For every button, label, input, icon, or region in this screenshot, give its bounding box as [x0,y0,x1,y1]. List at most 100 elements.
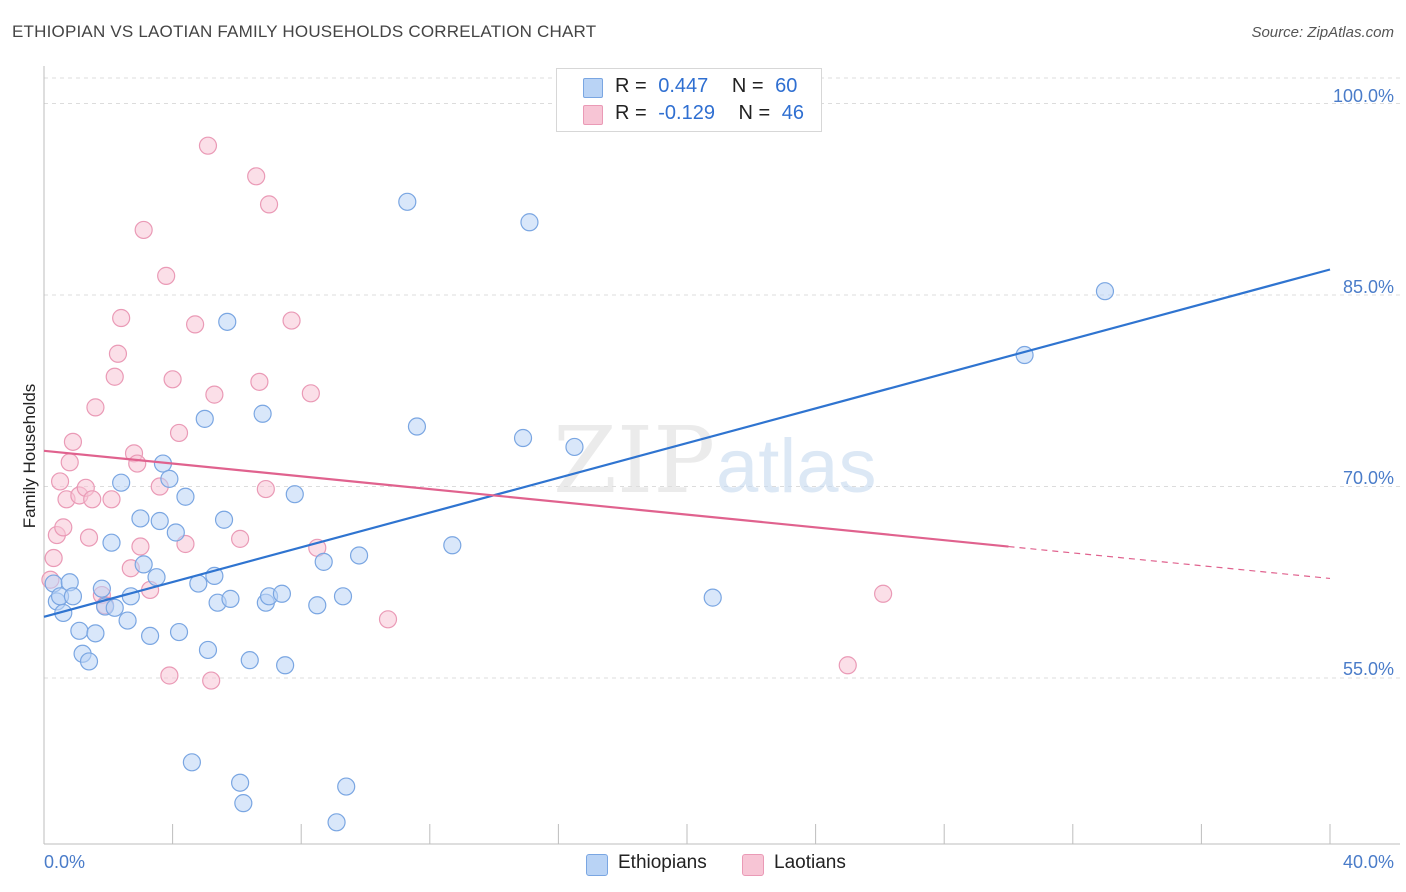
data-points [41,136,1115,832]
ethiopian-point [240,651,259,670]
source-note: Source: ZipAtlas.com [1251,24,1394,41]
ethiopian-point [231,773,250,792]
n-value: 60 [775,75,798,97]
laotian-point [250,372,269,391]
ethiopian-point [92,579,111,598]
ethiopian-point [134,555,153,574]
laotian-point [163,370,182,389]
laotian-point [259,195,279,214]
x-tick-label-min: 0.0% [44,852,86,872]
grid-lines [44,77,1400,679]
ethiopian-point [63,587,83,606]
laotian-point [378,610,398,629]
ethiopian-point [1015,345,1034,365]
ethiopian-point [513,428,533,448]
n-label: N = [738,102,771,124]
laotian-point [83,490,102,509]
x-tick-label-max: 40.0% [1342,852,1394,872]
trend-line-extension-laotians [1008,545,1331,580]
r-label: R = [615,75,647,97]
ethiopian-point [443,536,462,555]
laotian-point [202,671,221,690]
ethiopian-point [112,473,131,492]
n-value: 46 [781,102,805,124]
laotian-point [131,537,150,556]
stats-box: R = 0.447 N = 60 R = -0.129 N = 46 [556,68,822,132]
laotian-point [79,528,99,547]
ethiopian-point [272,584,292,603]
y-axis-label: Family Households [20,383,39,529]
ethiopian-point [314,552,333,571]
r-value: 0.447 [658,75,709,97]
r-value: -0.129 [658,102,715,124]
ethiopian-point [407,417,427,436]
legend-label: Laotians [774,852,846,873]
ethiopian-point [285,485,304,504]
laotian-point [63,432,83,451]
ethiopian-point [195,409,214,428]
laotian-point [301,384,320,403]
ethiopian-point [176,487,195,506]
y-tick-label: 100.0% [1332,86,1394,106]
ethiopian-point [105,598,124,617]
ethiopians-swatch [586,854,608,876]
laotian-point [134,220,153,240]
laotian-point [157,266,176,285]
laotian-point [186,315,205,334]
laotian-point [102,490,121,509]
axes [43,66,1400,845]
ethiopian-point [79,652,99,671]
ethiopian-point [166,523,185,542]
laotian-point [160,666,179,685]
laotian-point [169,423,189,443]
laotian-point [112,308,131,328]
laotian-point [108,344,128,363]
ethiopian-point [160,469,179,488]
ethiopian-point [214,510,234,529]
laotian-point [60,453,79,472]
ethiopian-point [118,611,137,630]
ethiopian-point [308,596,327,615]
watermark-zip: ZIP [553,407,715,514]
ethiopian-point [218,312,237,331]
ethiopian-point [169,622,189,642]
ethiopian-point [276,656,295,675]
ethiopian-point [349,546,369,565]
laotian-point [86,398,105,417]
laotian-point [874,584,893,603]
laotian-point [105,367,124,386]
ethiopians-swatch [583,78,603,98]
ethiopian-point [121,587,140,606]
ethiopian-point [131,509,150,528]
y-tick-label: 70.0% [1342,468,1394,488]
laotians-swatch [742,854,764,876]
ethiopian-point [703,588,722,607]
y-tick-label: 85.0% [1342,277,1394,297]
ethiopian-point [221,589,240,608]
ethiopian-point [333,587,353,606]
chart-title: ETHIOPIAN VS LAOTIAN FAMILY HOUSEHOLDS C… [12,22,597,41]
laotians-swatch [583,105,603,125]
watermark: ZIP atlas [553,407,877,514]
trend-line-ethiopians [43,268,1331,618]
ethiopian-point [70,621,89,640]
trend-lines [43,268,1331,618]
ethiopian-point [150,511,169,531]
ethiopian-point [327,813,346,832]
r-label: R = [615,102,647,124]
laotian-point [247,167,266,186]
ethiopian-point [520,213,539,232]
trend-line-laotians [43,449,1009,548]
laotian-point [205,385,224,404]
laotian-point [198,136,218,155]
legend-label: Ethiopians [618,852,707,873]
laotian-point [54,518,73,537]
watermark-atlas: atlas [716,424,877,509]
y-tick-label: 55.0% [1342,659,1394,679]
laotian-point [50,472,70,491]
laotian-point [838,656,857,675]
ethiopian-point [140,626,160,646]
ethiopian-point [147,568,166,587]
ethiopian-point [234,794,253,813]
